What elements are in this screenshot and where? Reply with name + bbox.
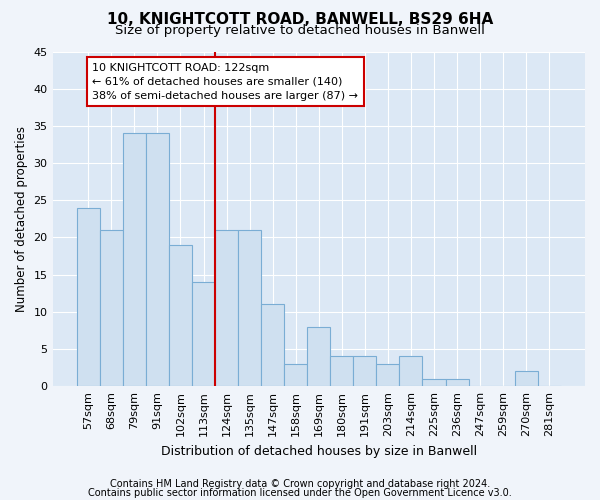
Bar [261, 304, 284, 386]
Bar [100, 230, 123, 386]
Text: 10 KNIGHTCOTT ROAD: 122sqm
← 61% of detached houses are smaller (140)
38% of sem: 10 KNIGHTCOTT ROAD: 122sqm ← 61% of deta… [92, 62, 358, 100]
Bar [146, 134, 169, 386]
Bar [284, 364, 307, 386]
X-axis label: Distribution of detached houses by size in Banwell: Distribution of detached houses by size … [161, 444, 477, 458]
Bar [330, 356, 353, 386]
Text: 10, KNIGHTCOTT ROAD, BANWELL, BS29 6HA: 10, KNIGHTCOTT ROAD, BANWELL, BS29 6HA [107, 12, 493, 28]
Bar [400, 356, 422, 386]
Bar [77, 208, 100, 386]
Y-axis label: Number of detached properties: Number of detached properties [15, 126, 28, 312]
Bar [192, 282, 215, 386]
Text: Contains HM Land Registry data © Crown copyright and database right 2024.: Contains HM Land Registry data © Crown c… [110, 479, 490, 489]
Bar [123, 134, 146, 386]
Bar [169, 245, 192, 386]
Bar [515, 372, 538, 386]
Bar [307, 326, 330, 386]
Text: Size of property relative to detached houses in Banwell: Size of property relative to detached ho… [115, 24, 485, 37]
Bar [215, 230, 238, 386]
Bar [376, 364, 400, 386]
Bar [446, 378, 469, 386]
Bar [353, 356, 376, 386]
Bar [238, 230, 261, 386]
Bar [422, 378, 446, 386]
Text: Contains public sector information licensed under the Open Government Licence v3: Contains public sector information licen… [88, 488, 512, 498]
